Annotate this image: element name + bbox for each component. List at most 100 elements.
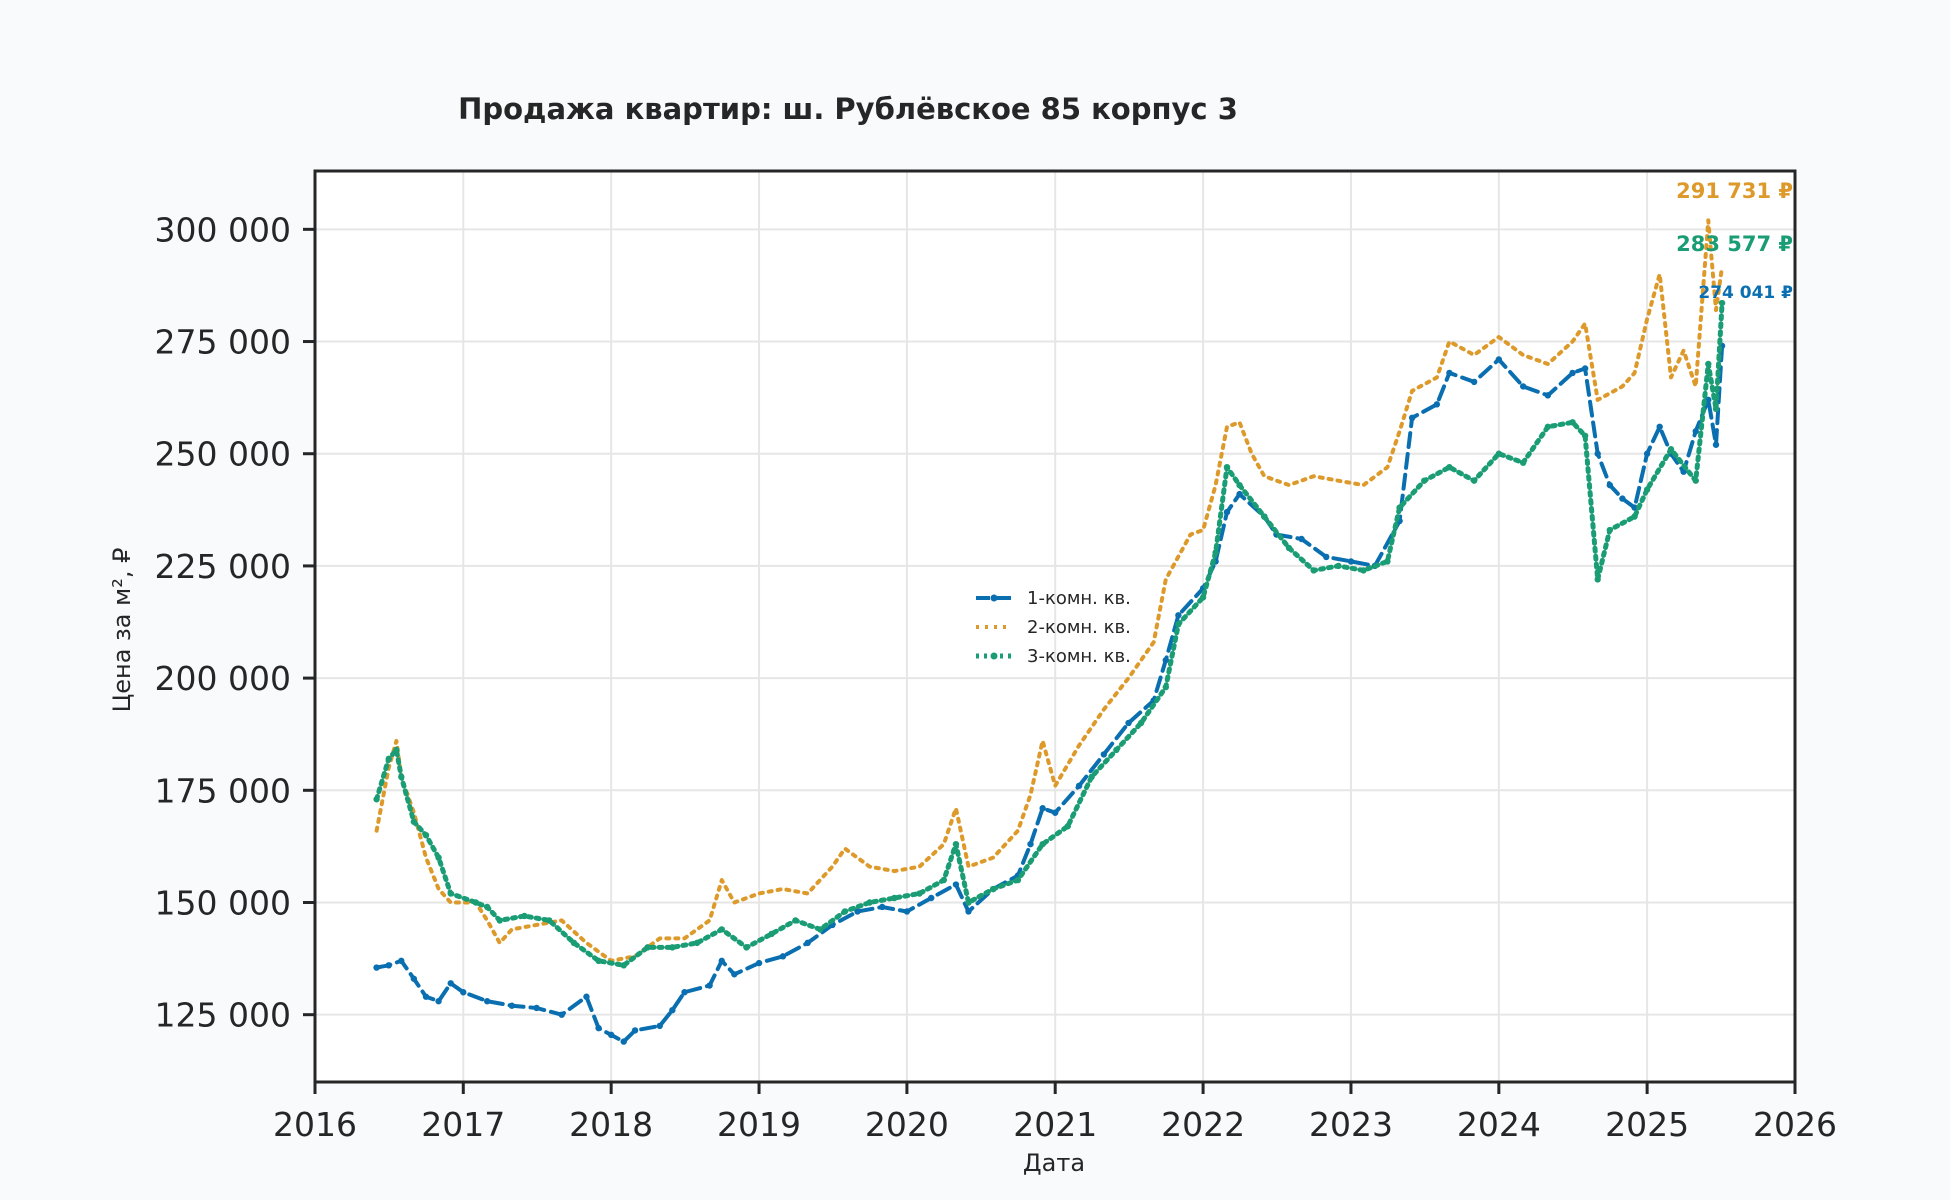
data-point bbox=[1631, 513, 1638, 520]
data-point bbox=[1223, 508, 1231, 516]
data-point bbox=[1396, 504, 1403, 511]
data-point bbox=[1581, 365, 1589, 372]
y-tick-label: 175 000 bbox=[155, 771, 291, 810]
x-tick-label: 2019 bbox=[717, 1105, 801, 1144]
end-label-series-2: 291 731 ₽ bbox=[1676, 179, 1793, 203]
y-tick-label: 225 000 bbox=[155, 547, 291, 586]
legend-label-1: 1-комн. кв. bbox=[1027, 588, 1131, 609]
data-point bbox=[570, 939, 578, 947]
data-point bbox=[1594, 450, 1601, 457]
data-point bbox=[1470, 477, 1478, 484]
data-point bbox=[1421, 477, 1428, 484]
data-point bbox=[965, 899, 972, 906]
data-point bbox=[1298, 535, 1305, 543]
data-point bbox=[1718, 299, 1726, 307]
data-point bbox=[1039, 840, 1046, 848]
data-point bbox=[879, 903, 886, 911]
data-point bbox=[1606, 526, 1614, 534]
data-point bbox=[410, 818, 418, 825]
data-point bbox=[1712, 405, 1720, 413]
data-point bbox=[1285, 544, 1293, 552]
data-point bbox=[398, 773, 405, 781]
data-point bbox=[1027, 840, 1034, 848]
data-point bbox=[620, 1038, 627, 1045]
data-point bbox=[903, 908, 911, 915]
data-point bbox=[817, 926, 824, 933]
legend-label-3: 3-комн. кв. bbox=[1027, 646, 1131, 667]
data-point bbox=[1569, 419, 1576, 426]
data-point bbox=[669, 1006, 676, 1014]
data-point bbox=[1064, 823, 1071, 830]
data-point bbox=[1705, 360, 1712, 368]
data-point bbox=[620, 962, 627, 969]
data-point bbox=[385, 755, 392, 763]
data-point bbox=[644, 944, 651, 951]
data-point bbox=[1594, 576, 1601, 583]
data-point bbox=[1261, 513, 1268, 520]
data-point bbox=[631, 1027, 639, 1034]
data-point bbox=[483, 903, 491, 911]
data-point bbox=[706, 982, 713, 989]
data-point bbox=[1495, 450, 1503, 457]
data-point bbox=[669, 944, 676, 951]
data-point bbox=[1519, 459, 1527, 466]
data-point bbox=[718, 957, 725, 965]
data-point bbox=[1408, 414, 1416, 422]
legend: 1-комн. кв. 2-комн. кв. 3-комн. кв. bbox=[976, 588, 1131, 667]
data-point bbox=[1643, 450, 1651, 457]
data-point bbox=[496, 917, 503, 924]
data-point bbox=[1495, 356, 1503, 363]
data-point bbox=[1175, 612, 1182, 619]
data-point bbox=[1212, 549, 1219, 556]
data-point bbox=[447, 890, 454, 897]
data-point bbox=[1335, 562, 1342, 570]
data-point bbox=[460, 989, 467, 996]
data-point bbox=[393, 746, 400, 754]
x-tick-label: 2016 bbox=[273, 1105, 357, 1144]
data-point bbox=[1162, 656, 1170, 664]
data-point bbox=[558, 1011, 565, 1018]
x-axis-label: Дата bbox=[1023, 1149, 1085, 1177]
data-point bbox=[398, 957, 405, 965]
data-point bbox=[410, 975, 418, 982]
series-line-1 bbox=[374, 343, 1725, 1044]
data-point bbox=[1175, 621, 1182, 628]
data-point bbox=[1137, 719, 1145, 727]
data-point bbox=[1052, 809, 1059, 816]
data-point bbox=[1581, 432, 1589, 439]
data-point bbox=[1039, 805, 1046, 812]
data-point bbox=[743, 944, 750, 951]
data-point bbox=[447, 980, 454, 987]
data-point bbox=[1569, 369, 1576, 377]
y-tick-label: 150 000 bbox=[155, 883, 291, 922]
data-point bbox=[583, 993, 590, 1000]
x-tick-label: 2025 bbox=[1605, 1105, 1689, 1144]
data-point bbox=[718, 926, 725, 933]
series-lines bbox=[373, 218, 1726, 1045]
data-point bbox=[595, 957, 602, 965]
data-point bbox=[595, 1024, 602, 1032]
data-point bbox=[1162, 683, 1170, 691]
data-point bbox=[1692, 428, 1699, 435]
x-tick-label: 2022 bbox=[1161, 1105, 1245, 1144]
data-point bbox=[1014, 876, 1022, 884]
data-point bbox=[1667, 446, 1675, 453]
data-point bbox=[1347, 558, 1355, 565]
y-tick-label: 250 000 bbox=[155, 435, 291, 474]
data-point bbox=[1223, 463, 1231, 471]
data-point bbox=[681, 989, 688, 996]
data-point bbox=[779, 953, 787, 960]
data-point bbox=[607, 1031, 615, 1039]
data-point bbox=[435, 998, 442, 1005]
data-point bbox=[1100, 751, 1108, 758]
legend-marker bbox=[990, 594, 998, 602]
data-point bbox=[1712, 441, 1720, 448]
data-point bbox=[952, 881, 960, 888]
data-point bbox=[1470, 378, 1478, 386]
data-point bbox=[916, 890, 923, 897]
data-point bbox=[866, 899, 873, 906]
data-point bbox=[928, 894, 935, 902]
data-point bbox=[1236, 481, 1243, 489]
data-point bbox=[483, 998, 491, 1005]
